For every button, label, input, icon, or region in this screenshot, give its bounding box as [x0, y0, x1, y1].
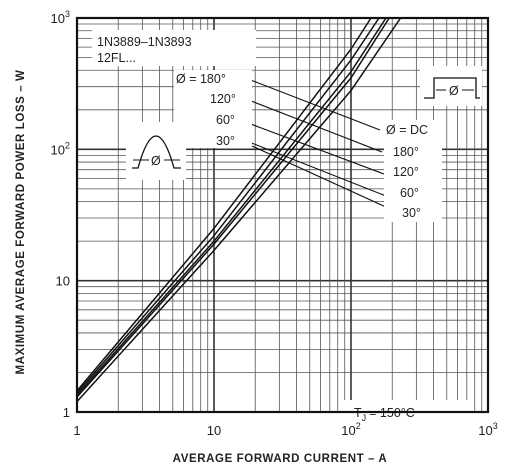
y-tick-label-1: 10 — [56, 274, 70, 289]
right-group-bg — [384, 120, 442, 222]
curves — [76, 17, 402, 403]
y-tick-label-3: 103 — [51, 9, 70, 26]
square-waveform-icon: Ø — [420, 66, 482, 106]
tj-subscript: J — [362, 413, 367, 423]
leader-line-0 — [247, 78, 381, 131]
series-line-4 — [76, 17, 402, 403]
x-tick-label-2: 102 — [341, 421, 360, 438]
half-sine-angle-label: Ø — [151, 154, 161, 168]
left-group-bg — [174, 70, 252, 148]
y-tick-label-2: 102 — [51, 140, 70, 157]
label-leaders — [239, 78, 389, 209]
right-label-30: 30° — [402, 206, 421, 220]
x-axis-label: AVERAGE FORWARD CURRENT – A — [173, 453, 388, 465]
x-tick-labels: 1 10 102 103 — [73, 421, 497, 438]
right-label-120: 120° — [393, 165, 419, 179]
right-label-60: 60° — [400, 186, 419, 200]
y-axis-label: MAXIMUM AVERAGE FORWARD POWER LOSS – W — [15, 70, 27, 375]
left-label-120: 120° — [210, 92, 236, 106]
x-tick-label-3: 103 — [478, 421, 497, 438]
square-angle-label: Ø — [449, 84, 459, 98]
leader-line-4 — [251, 145, 389, 209]
series-line-0 — [76, 17, 390, 398]
left-label-30: 30° — [216, 134, 235, 148]
left-label-60: 60° — [216, 113, 235, 127]
x-tick-label-1: 10 — [207, 423, 221, 438]
y-tick-labels: 1 10 102 103 — [51, 9, 70, 420]
right-label-dc: Ø = DC — [386, 123, 428, 137]
series-line-1 — [76, 17, 387, 396]
y-tick-label-0: 1 — [63, 405, 70, 420]
part-number-label: 1N3889–1N3893 — [97, 35, 192, 49]
plot-frame — [75, 16, 490, 414]
part-series-label: 12FL... — [97, 51, 136, 65]
leader-line-2 — [239, 119, 385, 175]
leader-line-1 — [245, 98, 383, 153]
right-label-180: 180° — [393, 145, 419, 159]
part-label-bg — [92, 30, 256, 66]
x-tick-label-0: 1 — [73, 423, 80, 438]
series-line-3 — [76, 17, 372, 392]
left-label-180: Ø = 180° — [176, 72, 226, 86]
series-line-2 — [76, 17, 380, 394]
leader-line-3 — [243, 139, 387, 197]
half-sine-waveform-icon: Ø — [126, 122, 186, 180]
